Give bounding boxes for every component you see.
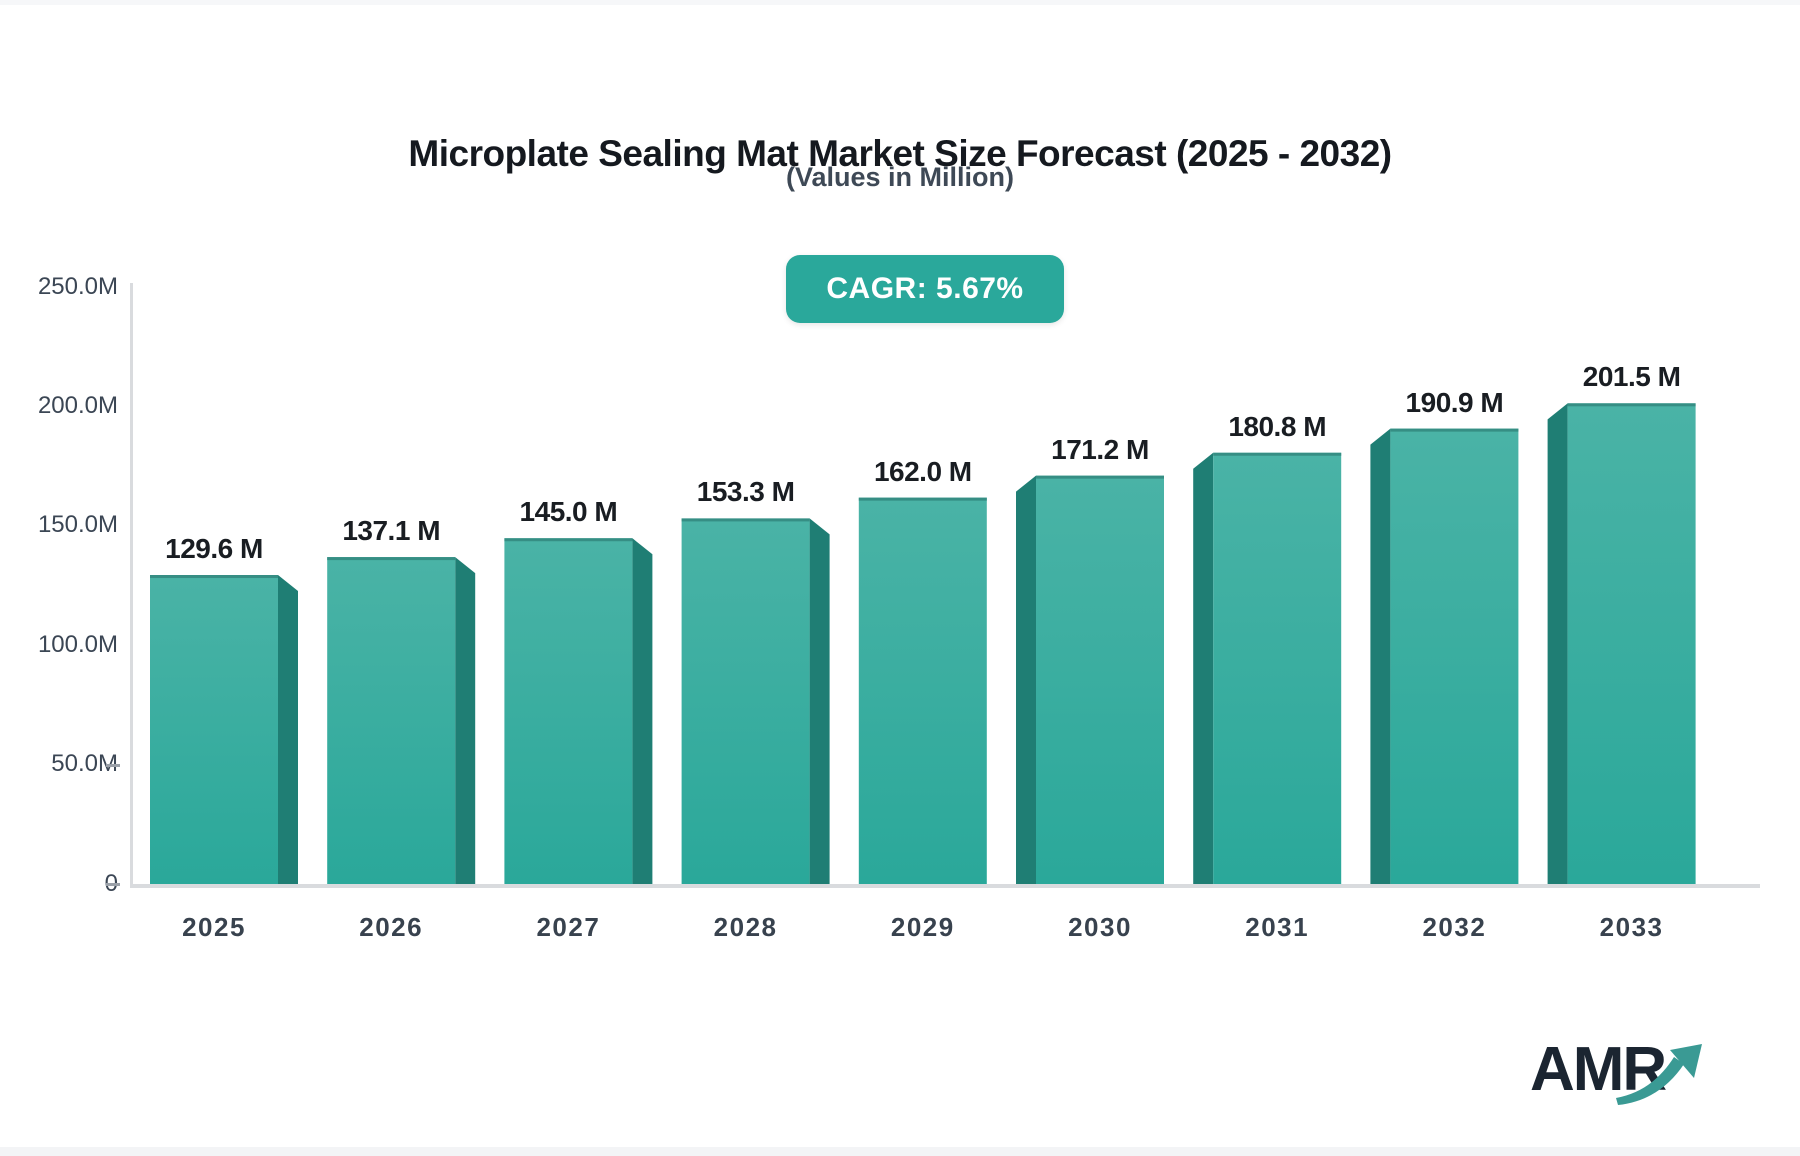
bar-top-edge	[1567, 403, 1696, 407]
bar-side-face	[632, 538, 653, 885]
cagr-badge: CAGR: 5.67%	[786, 255, 1064, 323]
bar-top-edge	[1036, 475, 1164, 479]
page-top-border	[0, 0, 1800, 5]
y-tick-dash	[106, 883, 120, 886]
bar-value-label-2031: 180.8 M	[1228, 410, 1327, 442]
bar-top-edge	[1390, 428, 1519, 432]
bar-side-face	[1016, 475, 1036, 885]
y-tick-label-150.0M: 150.0M	[37, 511, 118, 539]
x-tick-label-2030: 2030	[1068, 912, 1132, 942]
x-tick-label-2032: 2032	[1422, 912, 1487, 942]
x-tick-label-2029: 2029	[890, 912, 955, 942]
bar-top-edge	[327, 557, 456, 561]
y-axis-line	[130, 283, 133, 887]
bar-front-face	[150, 575, 278, 885]
bar-front-face	[858, 497, 987, 885]
bar-front-face	[1213, 452, 1342, 885]
x-tick-label-2026: 2026	[359, 912, 424, 942]
bar-2033	[1547, 403, 1696, 885]
bar-top-edge	[681, 518, 810, 522]
x-tick-label-2028: 2028	[713, 912, 778, 942]
chart-subtitle: (Values in Million)	[785, 162, 1015, 192]
bar-2032	[1370, 428, 1519, 885]
bar-front-face	[1390, 428, 1519, 885]
x-tick-label-2027: 2027	[536, 912, 601, 942]
cagr-badge-label: CAGR: 5.67%	[826, 272, 1024, 305]
bar-side-face	[1547, 403, 1568, 885]
bar-side-face	[455, 557, 476, 885]
bar-value-label-2028: 153.3 M	[696, 476, 795, 508]
amr-logo: AMR	[1530, 1028, 1720, 1118]
x-tick-label-2031: 2031	[1245, 912, 1310, 942]
y-tick-label-250.0M: 250.0M	[37, 272, 118, 300]
bar-side-face	[809, 518, 830, 885]
bar-top-edge	[1213, 452, 1342, 456]
y-tick-dash	[106, 763, 120, 767]
bar-2027	[504, 538, 653, 885]
bar-side-face	[1193, 452, 1214, 885]
chart-title: Microplate Sealing Mat Market Size Forec…	[408, 132, 1392, 174]
bar-front-face	[1567, 403, 1696, 885]
bar-2025	[150, 575, 298, 885]
amr-logo-arrow-icon	[1616, 1044, 1702, 1105]
y-tick-label-200.0M: 200.0M	[37, 391, 118, 419]
bar-2030	[1016, 475, 1164, 885]
bar-2031	[1193, 452, 1342, 885]
bar-top-edge	[858, 497, 987, 501]
bar-top-edge	[150, 575, 278, 579]
x-axis-baseline	[130, 884, 1760, 888]
x-tick-label-2025: 2025	[182, 912, 246, 942]
page-bottom-border	[0, 1147, 1800, 1156]
bar-side-face	[1370, 428, 1391, 885]
y-tick-label-100.0M: 100.0M	[37, 630, 118, 658]
bar-value-label-2026: 137.1 M	[342, 515, 441, 547]
bar-front-face	[1036, 475, 1164, 885]
bar-2028	[681, 518, 830, 885]
bar-value-label-2029: 162.0 M	[873, 455, 972, 487]
bar-2029	[858, 497, 987, 885]
bar-front-face	[504, 538, 633, 885]
bar-front-face	[327, 557, 456, 885]
bar-2026	[327, 557, 476, 885]
bar-value-label-2025: 129.6 M	[165, 533, 263, 564]
bar-value-label-2032: 190.9 M	[1405, 386, 1504, 418]
bar-value-label-2027: 145.0 M	[519, 496, 618, 528]
bar-front-face	[681, 518, 810, 885]
x-tick-label-2033: 2033	[1599, 912, 1664, 942]
bar-side-face	[278, 575, 298, 885]
bar-value-label-2033: 201.5 M	[1582, 361, 1681, 393]
bar-top-edge	[504, 538, 633, 542]
bar-value-label-2030: 171.2 M	[1051, 433, 1149, 465]
